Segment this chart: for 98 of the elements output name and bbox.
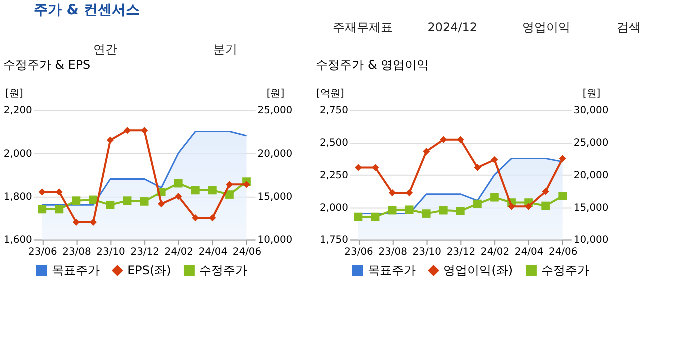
point — [38, 205, 47, 214]
point — [140, 198, 149, 206]
text: 연간 — [94, 42, 118, 56]
y-axis-title: [원] — [6, 88, 24, 100]
point — [123, 196, 132, 206]
point — [174, 179, 183, 188]
y-axis-title: [억원] — [316, 88, 345, 100]
y-tick-label: 2,000 — [320, 202, 348, 214]
x-tick-label: 24/06 — [548, 247, 578, 258]
text: 영업이익 — [522, 20, 570, 34]
text: 검색 — [617, 20, 642, 34]
x-tick-label: 24/02 — [164, 247, 194, 258]
point — [208, 186, 217, 195]
y2-tick-label: 20,000 — [574, 170, 609, 182]
x-tick-label: 24/06 — [232, 247, 262, 258]
point — [440, 136, 448, 144]
point — [542, 202, 550, 210]
chart-title: 수정주가 & EPS — [3, 58, 91, 72]
y2-tick-label: 30,000 — [574, 106, 609, 117]
point — [491, 156, 498, 164]
point — [141, 127, 148, 134]
point — [191, 186, 200, 195]
point — [124, 127, 132, 134]
point — [226, 181, 234, 188]
text: 주가 & 컨센서스 — [34, 2, 140, 18]
point — [56, 188, 63, 196]
point — [406, 190, 414, 197]
point — [422, 210, 431, 218]
x-tick-label: 23/10 — [96, 247, 126, 258]
point — [243, 181, 250, 188]
y2-axis-title: [원] — [266, 88, 285, 100]
chart-title: 수정주가 & 영업이익 — [316, 58, 430, 72]
x-tick-label: 23/06 — [344, 247, 374, 258]
legend-label: 수정주가 — [199, 264, 248, 278]
x-tick-label: 23/08 — [62, 247, 92, 258]
point — [456, 207, 465, 216]
point — [90, 218, 98, 226]
x-tick-label: 23/08 — [378, 247, 408, 258]
point — [107, 136, 114, 144]
point — [158, 200, 166, 208]
y2-tick-label: 25,000 — [258, 106, 293, 117]
point — [405, 206, 414, 214]
point — [175, 192, 182, 200]
text: 2024/12 — [428, 20, 478, 34]
point — [439, 206, 448, 215]
point — [388, 206, 397, 215]
point — [542, 188, 550, 196]
x-tick-label: 23/12 — [446, 247, 476, 258]
y-tick-label: 1,800 — [4, 192, 32, 203]
x-tick-label: 23/12 — [130, 247, 160, 258]
y2-tick-label: 20,000 — [258, 148, 293, 160]
point — [106, 200, 115, 210]
point — [55, 205, 64, 214]
point — [371, 212, 380, 222]
x-tick-label: 24/04 — [514, 247, 544, 258]
point — [558, 192, 568, 200]
point — [38, 188, 46, 196]
x-tick-label: 23/06 — [28, 247, 58, 258]
y-tick-label: 2,500 — [320, 138, 348, 149]
y2-tick-label: 10,000 — [574, 235, 609, 246]
point — [226, 190, 234, 199]
y-tick-label: 1,600 — [4, 235, 32, 246]
point — [72, 196, 81, 206]
x-tick-label: 24/02 — [480, 247, 510, 258]
y2-tick-label: 10,000 — [258, 235, 293, 246]
y2-tick-label: 15,000 — [258, 192, 293, 203]
point — [525, 203, 532, 210]
point — [457, 136, 464, 144]
legend-label: 목표주가 — [368, 264, 416, 278]
text: 분기 — [213, 42, 238, 56]
legend-label: EPS(좌) — [128, 264, 172, 278]
y-tick-label: 1,750 — [320, 235, 348, 246]
point — [559, 155, 566, 162]
point — [209, 214, 216, 222]
text: 주재무제표 — [333, 20, 394, 34]
legend-label: 목표주가 — [52, 264, 100, 278]
y2-tick-label: 15,000 — [574, 202, 609, 214]
point — [354, 164, 362, 172]
point — [372, 164, 380, 172]
point — [474, 200, 482, 208]
point — [389, 190, 396, 197]
point — [508, 203, 516, 210]
point — [490, 193, 499, 202]
point — [192, 214, 200, 222]
y2-tick-label: 25,000 — [574, 138, 609, 149]
point — [72, 218, 80, 226]
x-tick-label: 23/10 — [412, 247, 442, 258]
y-tick-label: 2,250 — [320, 170, 348, 182]
x-tick-label: 24/04 — [198, 247, 228, 258]
point — [354, 212, 363, 222]
legend-label: 영업이익(좌) — [444, 264, 514, 278]
legend-label: 수정주가 — [541, 264, 590, 278]
y-tick-label: 2,000 — [4, 148, 32, 160]
y-tick-label: 2,200 — [4, 106, 32, 117]
y2-axis-title: [원] — [582, 88, 601, 100]
y-tick-label: 2,750 — [320, 106, 348, 117]
point — [423, 148, 430, 156]
point — [474, 164, 482, 172]
